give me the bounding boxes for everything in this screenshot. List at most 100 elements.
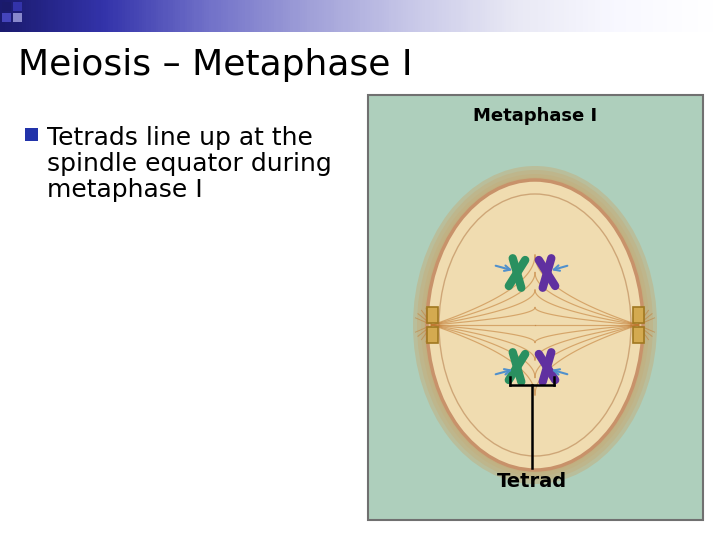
Polygon shape bbox=[446, 0, 449, 32]
Polygon shape bbox=[670, 0, 672, 32]
Polygon shape bbox=[672, 0, 675, 32]
Polygon shape bbox=[449, 0, 451, 32]
Polygon shape bbox=[14, 0, 17, 32]
Polygon shape bbox=[533, 0, 535, 32]
Polygon shape bbox=[297, 0, 300, 32]
Polygon shape bbox=[667, 0, 670, 32]
Polygon shape bbox=[2, 0, 5, 32]
Polygon shape bbox=[261, 0, 264, 32]
Polygon shape bbox=[706, 0, 708, 32]
Polygon shape bbox=[660, 0, 662, 32]
Polygon shape bbox=[238, 0, 240, 32]
Polygon shape bbox=[189, 0, 192, 32]
Polygon shape bbox=[492, 0, 495, 32]
Polygon shape bbox=[310, 0, 312, 32]
Polygon shape bbox=[621, 0, 624, 32]
Polygon shape bbox=[329, 0, 331, 32]
Polygon shape bbox=[5, 0, 7, 32]
Polygon shape bbox=[341, 0, 343, 32]
Polygon shape bbox=[693, 0, 696, 32]
Polygon shape bbox=[614, 0, 617, 32]
Polygon shape bbox=[554, 0, 557, 32]
Polygon shape bbox=[473, 0, 475, 32]
Polygon shape bbox=[173, 0, 175, 32]
Polygon shape bbox=[156, 0, 158, 32]
Polygon shape bbox=[161, 0, 163, 32]
Ellipse shape bbox=[427, 180, 643, 470]
Polygon shape bbox=[585, 0, 588, 32]
Polygon shape bbox=[269, 0, 271, 32]
Polygon shape bbox=[571, 0, 574, 32]
Polygon shape bbox=[351, 0, 353, 32]
Polygon shape bbox=[250, 0, 252, 32]
Polygon shape bbox=[711, 0, 713, 32]
Polygon shape bbox=[86, 0, 89, 32]
Polygon shape bbox=[110, 0, 113, 32]
Polygon shape bbox=[619, 0, 621, 32]
Polygon shape bbox=[290, 0, 293, 32]
Text: Meiosis – Metaphase I: Meiosis – Metaphase I bbox=[18, 48, 413, 82]
Polygon shape bbox=[427, 0, 430, 32]
Polygon shape bbox=[538, 0, 540, 32]
Text: metaphase I: metaphase I bbox=[47, 178, 203, 202]
Polygon shape bbox=[254, 0, 257, 32]
Polygon shape bbox=[432, 0, 434, 32]
Polygon shape bbox=[293, 0, 295, 32]
Polygon shape bbox=[576, 0, 578, 32]
Polygon shape bbox=[368, 95, 703, 520]
Polygon shape bbox=[485, 0, 487, 32]
Polygon shape bbox=[158, 0, 161, 32]
Polygon shape bbox=[122, 0, 125, 32]
Polygon shape bbox=[562, 0, 564, 32]
Polygon shape bbox=[36, 0, 38, 32]
Polygon shape bbox=[629, 0, 631, 32]
Polygon shape bbox=[641, 0, 643, 32]
Polygon shape bbox=[302, 0, 305, 32]
Polygon shape bbox=[7, 0, 9, 32]
Polygon shape bbox=[636, 0, 639, 32]
Text: Metaphase I: Metaphase I bbox=[474, 107, 598, 125]
Polygon shape bbox=[607, 0, 610, 32]
Polygon shape bbox=[127, 0, 130, 32]
Polygon shape bbox=[343, 0, 346, 32]
Polygon shape bbox=[502, 0, 504, 32]
Polygon shape bbox=[211, 0, 214, 32]
Polygon shape bbox=[648, 0, 650, 32]
Polygon shape bbox=[701, 0, 703, 32]
Polygon shape bbox=[139, 0, 142, 32]
Polygon shape bbox=[146, 0, 149, 32]
Polygon shape bbox=[423, 0, 425, 32]
Polygon shape bbox=[331, 0, 333, 32]
Polygon shape bbox=[574, 0, 576, 32]
Polygon shape bbox=[300, 0, 302, 32]
Polygon shape bbox=[276, 0, 279, 32]
Polygon shape bbox=[679, 0, 682, 32]
Polygon shape bbox=[91, 0, 94, 32]
Polygon shape bbox=[634, 0, 636, 32]
Polygon shape bbox=[245, 0, 247, 32]
Polygon shape bbox=[283, 0, 286, 32]
Polygon shape bbox=[617, 0, 619, 32]
Polygon shape bbox=[48, 0, 50, 32]
Polygon shape bbox=[243, 0, 245, 32]
Polygon shape bbox=[2, 13, 11, 22]
Polygon shape bbox=[72, 0, 74, 32]
Text: Tetrad: Tetrad bbox=[497, 472, 567, 491]
Polygon shape bbox=[22, 0, 24, 32]
Polygon shape bbox=[374, 0, 377, 32]
Polygon shape bbox=[305, 0, 307, 32]
Polygon shape bbox=[115, 0, 117, 32]
Polygon shape bbox=[149, 0, 151, 32]
Polygon shape bbox=[13, 13, 22, 22]
Polygon shape bbox=[451, 0, 454, 32]
Polygon shape bbox=[559, 0, 562, 32]
Polygon shape bbox=[322, 0, 324, 32]
Polygon shape bbox=[79, 0, 81, 32]
Polygon shape bbox=[682, 0, 684, 32]
Polygon shape bbox=[470, 0, 473, 32]
Polygon shape bbox=[178, 0, 180, 32]
Polygon shape bbox=[346, 0, 348, 32]
Polygon shape bbox=[199, 0, 202, 32]
Polygon shape bbox=[12, 0, 14, 32]
Polygon shape bbox=[41, 0, 43, 32]
